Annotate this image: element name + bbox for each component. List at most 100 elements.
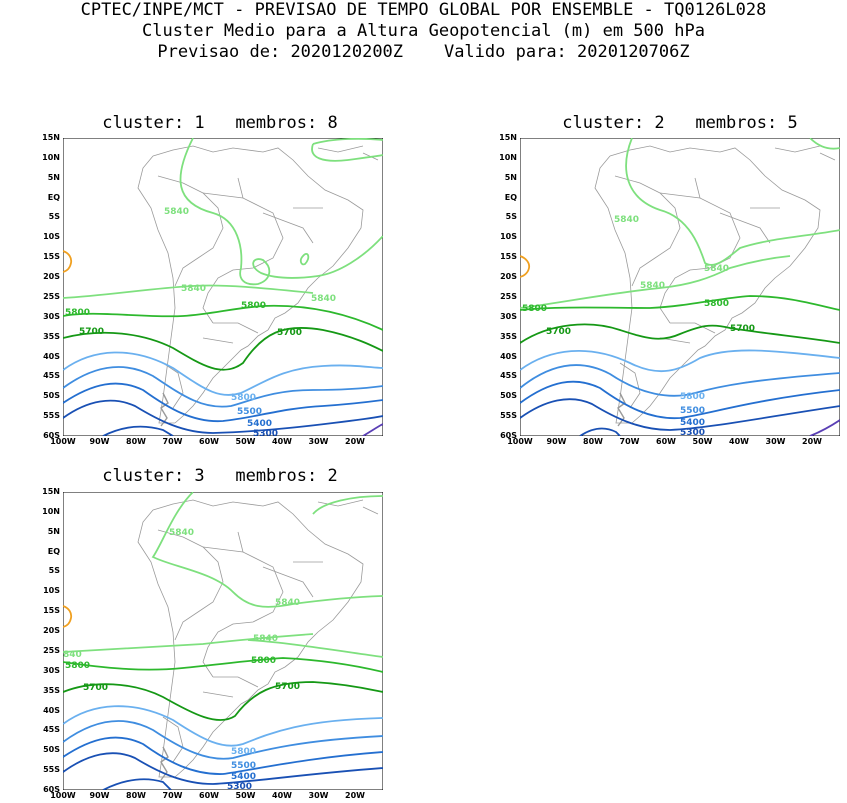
map-panel-1: 5840 5840 5840 5800 5800 5700 5700 5800 …	[63, 138, 383, 436]
lon-tick-label: 100W	[50, 791, 76, 800]
lat-tick-label: 30S	[500, 311, 517, 321]
panel-1-title: cluster: 1 membros: 8	[102, 113, 338, 133]
lat-tick-label: 15S	[43, 606, 60, 616]
lat-tick-label: 10S	[43, 586, 60, 596]
lon-tick-label: 30W	[308, 437, 329, 446]
lon-tick-label: 50W	[235, 437, 256, 446]
contour-label: 5700	[277, 328, 302, 338]
lat-tick-label: 10S	[43, 232, 60, 242]
lat-tick-label: 15N	[499, 133, 517, 142]
lon-tick-label: 20W	[345, 791, 365, 800]
lon-tick-label: 40W	[272, 437, 292, 446]
contour-label: 5500	[237, 407, 262, 417]
contour-label: 5840	[275, 598, 300, 608]
lat-tick-label: 15S	[500, 252, 517, 262]
lon-tick-label: 60W	[199, 437, 219, 446]
contour-label: 5840	[614, 215, 639, 225]
lat-tick-label: 45S	[43, 725, 60, 735]
lon-tick-label: 50W	[692, 437, 713, 446]
contour-label: 5800	[680, 392, 705, 402]
contour-label: 5700	[275, 682, 300, 692]
lon-tick-label: 20W	[345, 437, 365, 446]
lon-tick-label: 20W	[802, 437, 822, 446]
lat-tick-label: 20S	[500, 272, 517, 282]
lat-tick-label: 30S	[43, 665, 60, 675]
contour-label: 5800	[522, 304, 547, 314]
lat-tick-label: 40S	[500, 351, 517, 361]
contour-label: 5800	[65, 308, 90, 318]
panel-3-title: cluster: 3 membros: 2	[102, 466, 338, 486]
contour-label: 5500	[231, 761, 256, 771]
lat-tick-label: 5N	[47, 526, 60, 536]
lat-tick-label: 10N	[499, 152, 517, 162]
lat-tick-label: 60S	[500, 431, 517, 440]
lon-tick-label: 70W	[619, 437, 640, 446]
lat-tick-label: 15S	[43, 252, 60, 262]
lon-tick-label: 80W	[126, 791, 146, 800]
lat-tick-label: 30S	[43, 311, 60, 321]
header-line-1: CPTEC/INPE/MCT - PREVISAO DE TEMPO GLOBA…	[80, 0, 767, 20]
lat-tick-label: 5S	[505, 212, 517, 222]
map-panel-3: 5840 5840 5840 840 5800 5800 5700 5700 5…	[63, 492, 383, 790]
lat-tick-label: 5S	[48, 566, 60, 576]
lat-tick-label: 35S	[43, 331, 60, 341]
lon-tick-label: 70W	[162, 791, 183, 800]
lat-tick-label: 45S	[500, 371, 517, 381]
lat-tick-label: 55S	[43, 765, 60, 775]
lat-tick-label: 5N	[504, 172, 517, 182]
contour-label: 5800	[65, 661, 90, 671]
lon-tick-label: 90W	[89, 437, 110, 446]
contour-label: 5400	[231, 772, 256, 782]
lon-tick-label: 60W	[199, 791, 219, 800]
contour-label: 5700	[730, 324, 755, 334]
lat-tick-label: 55S	[500, 411, 517, 421]
lat-tick-label: 25S	[500, 291, 517, 301]
lat-tick-label: EQ	[47, 192, 60, 202]
contour-label: 5800	[231, 747, 256, 757]
lon-tick-label: 30W	[308, 791, 329, 800]
lat-tick-label: 40S	[43, 351, 60, 361]
lat-tick-label: 10N	[42, 152, 60, 162]
contour-label: 5400	[247, 419, 272, 429]
panel-2-title: cluster: 2 membros: 5	[562, 113, 798, 133]
lat-tick-label: 20S	[43, 626, 60, 636]
contour-label: 5800	[251, 656, 276, 666]
contour-label: 5840	[181, 284, 206, 294]
header-line-2: Cluster Medio para a Altura Geopotencial…	[142, 21, 705, 41]
contour-label: 5400	[680, 418, 705, 428]
contour-label: 840	[63, 650, 82, 660]
lat-tick-label: 35S	[43, 685, 60, 695]
lat-tick-label: 35S	[500, 331, 517, 341]
contour-label: 5500	[680, 406, 705, 416]
lat-tick-label: 60S	[43, 431, 60, 440]
lon-tick-label: 90W	[546, 437, 567, 446]
lon-tick-label: 70W	[162, 437, 183, 446]
lat-tick-label: 40S	[43, 705, 60, 715]
lat-tick-label: 50S	[43, 745, 60, 755]
lat-tick-label: EQ	[504, 192, 517, 202]
contour-label: 5840	[164, 207, 189, 217]
lat-tick-label: 45S	[43, 371, 60, 381]
lat-tick-label: 20S	[43, 272, 60, 282]
lon-tick-label: 80W	[126, 437, 146, 446]
contour-label: 5840	[640, 281, 665, 291]
lon-tick-label: 30W	[765, 437, 786, 446]
header-line-3: Previsao de: 2020120200Z Valido para: 20…	[157, 42, 690, 62]
lat-tick-label: 25S	[43, 291, 60, 301]
contour-label: 5800	[231, 393, 256, 403]
lon-tick-label: 80W	[583, 437, 603, 446]
contour-label: 5840	[311, 294, 336, 304]
contour-label: 5700	[79, 327, 104, 337]
contour-label: 5700	[83, 683, 108, 693]
lat-tick-label: 50S	[43, 391, 60, 401]
lat-tick-label: 25S	[43, 645, 60, 655]
lat-tick-label: 10N	[42, 506, 60, 516]
contour-label: 5840	[169, 528, 194, 538]
lon-tick-label: 40W	[729, 437, 749, 446]
lon-tick-label: 90W	[89, 791, 110, 800]
contour-label: 5300	[227, 782, 252, 790]
map-panel-2: 5840 5840 5840 5800 5800 5700 5700 5800 …	[520, 138, 840, 436]
lon-tick-label: 60W	[656, 437, 676, 446]
contour-label: 5800	[241, 301, 266, 311]
lat-tick-label: 5N	[47, 172, 60, 182]
